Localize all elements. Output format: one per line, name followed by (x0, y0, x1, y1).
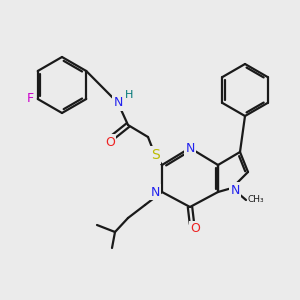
Text: N: N (150, 185, 160, 199)
Text: F: F (27, 92, 34, 106)
Text: CH₃: CH₃ (248, 196, 265, 205)
Text: O: O (105, 136, 115, 148)
Text: S: S (151, 148, 159, 162)
Text: N: N (230, 184, 240, 196)
Text: O: O (190, 223, 200, 236)
Text: N: N (185, 142, 195, 154)
Text: N: N (113, 97, 123, 110)
Text: H: H (125, 90, 133, 100)
